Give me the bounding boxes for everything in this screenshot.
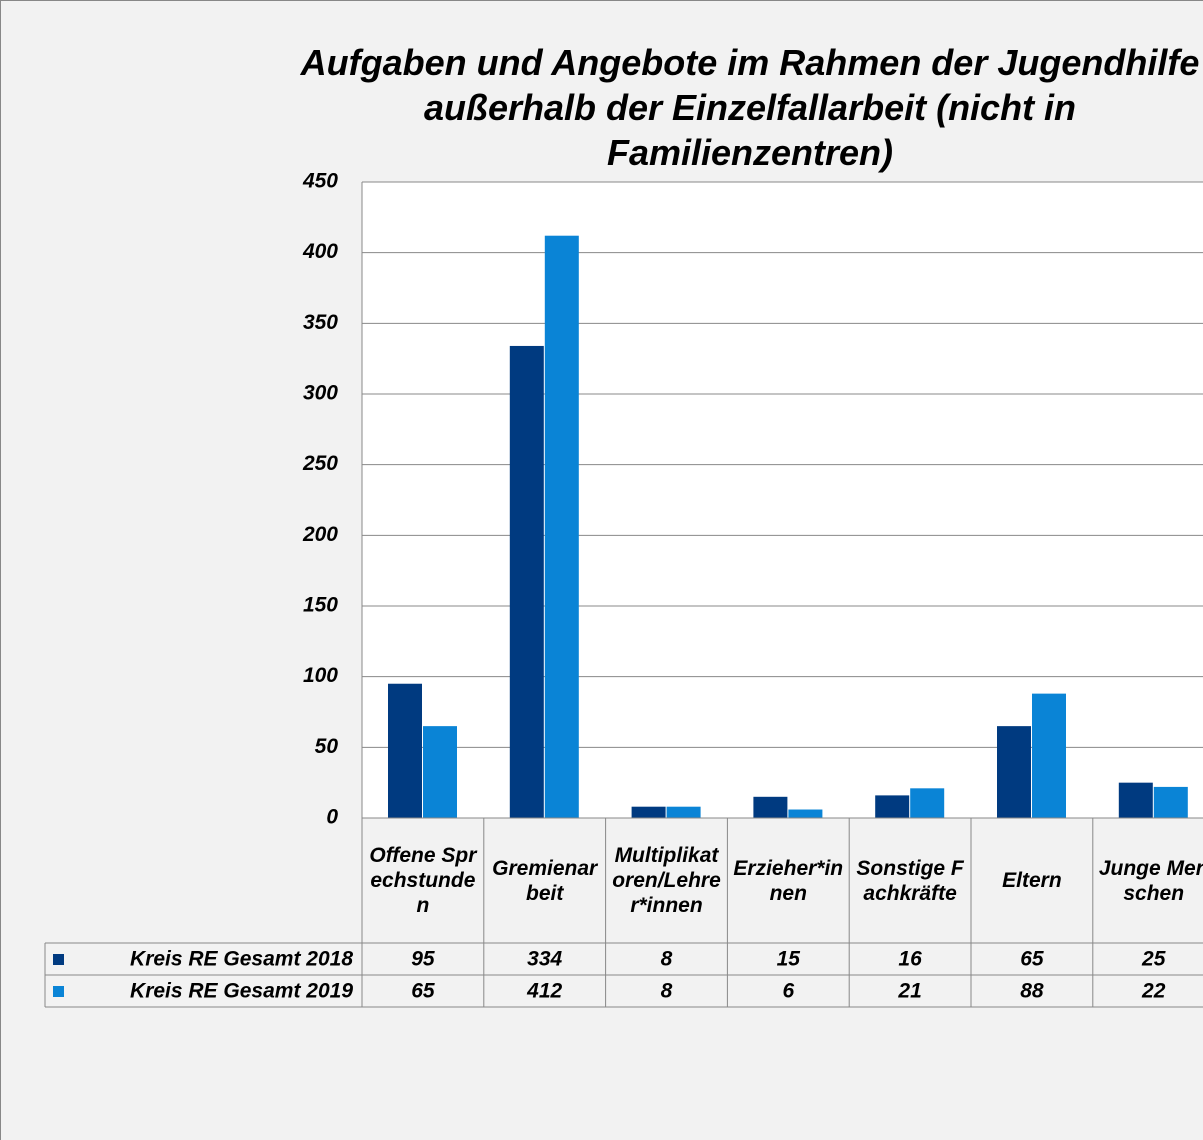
y-tick-label: 250 (302, 452, 338, 475)
bar (997, 726, 1031, 818)
bar (631, 806, 666, 818)
table-value: 88 (1020, 980, 1044, 1003)
table-value: 412 (526, 980, 562, 1003)
legend-swatch (53, 954, 64, 965)
bar (910, 788, 945, 818)
table-value: 65 (1020, 948, 1044, 971)
x-tick-label: Erzieher*innen (733, 856, 844, 905)
y-tick-label: 150 (303, 594, 338, 617)
y-tick-label: 350 (303, 311, 338, 334)
table-value: 6 (782, 980, 794, 1003)
y-tick-label: 450 (302, 170, 338, 193)
y-tick-label: 50 (315, 735, 339, 758)
legend-label: Kreis RE Gesamt 2019 (130, 980, 353, 1003)
y-tick-label: 400 (302, 240, 338, 263)
table-value: 65 (411, 980, 435, 1003)
table-value: 22 (1141, 980, 1166, 1003)
category-cell: Sonstige Fachkräfte (856, 856, 964, 905)
table-value: 8 (661, 980, 673, 1003)
bar (788, 809, 823, 818)
bar (544, 235, 579, 818)
category-cell: Offene Sprechstunden (369, 844, 477, 917)
plot-area (362, 182, 1203, 818)
bar (1118, 782, 1153, 818)
table-value: 21 (897, 980, 921, 1003)
title-box: Aufgaben und Angebote im Rahmen der Juge… (300, 42, 1200, 173)
legend-swatch (53, 986, 64, 997)
table-value: 334 (527, 948, 562, 971)
bar (666, 806, 701, 818)
legend-label: Kreis RE Gesamt 2018 (130, 948, 353, 971)
category-cell: Junge Menschen (1098, 856, 1203, 905)
category-cell: Gremienarbeit (492, 856, 598, 905)
x-tick-label: Eltern (1002, 869, 1062, 892)
x-tick-label: Gremienarbeit (492, 856, 598, 905)
bar (1153, 786, 1188, 818)
bar (1032, 693, 1066, 818)
table-value: 15 (777, 948, 801, 971)
bar (875, 795, 910, 818)
bar (509, 345, 544, 818)
table-value: 25 (1141, 948, 1166, 971)
category-cell: Eltern (1002, 869, 1062, 892)
bar (753, 796, 788, 818)
table-value: 95 (411, 948, 435, 971)
y-tick-label: 200 (302, 523, 338, 546)
y-tick-label: 100 (303, 664, 338, 687)
x-tick-label: Sonstige Fachkräfte (856, 856, 964, 905)
category-cell: Erzieher*innen (733, 856, 844, 905)
bar (423, 726, 457, 818)
category-cell: Multiplikatoren/Lehrer*innen (612, 844, 721, 917)
y-tick-label: 300 (303, 382, 338, 405)
chart-title: Aufgaben und Angebote im Rahmen der Juge… (300, 42, 1200, 173)
x-tick-label: Junge Menschen (1098, 856, 1203, 905)
x-tick-label: Multiplikatoren/Lehrer*innen (612, 844, 721, 917)
y-tick-label: 0 (326, 806, 338, 829)
table-value: 8 (661, 948, 673, 971)
x-tick-label: Offene Sprechstunden (369, 844, 477, 917)
table-value: 16 (898, 948, 922, 971)
bar (388, 683, 422, 818)
